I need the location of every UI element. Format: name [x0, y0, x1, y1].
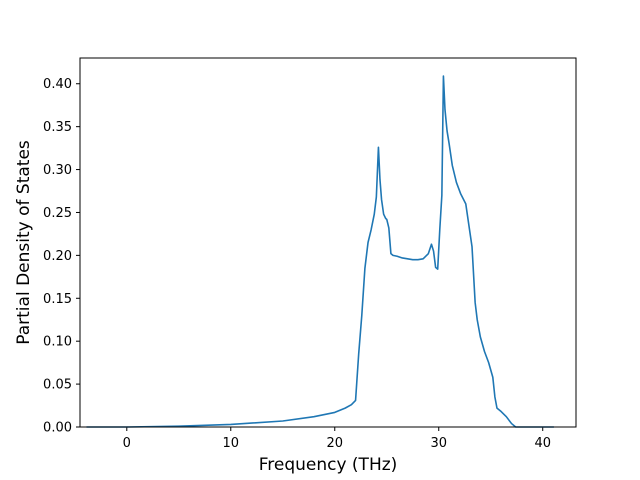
y-tick-label: 0.00 — [43, 421, 72, 436]
x-axis-label: Frequency (THz) — [259, 455, 398, 475]
y-tick-label: 0.20 — [43, 249, 72, 264]
y-tick-label: 0.05 — [43, 378, 72, 393]
y-tick-label: 0.25 — [43, 206, 72, 221]
x-tick-label: 40 — [534, 436, 551, 451]
axis-ticks: 0 10 20 30 40 0.00 0.05 0.10 0.15 0.20 0.25 0.30 0.3… — [43, 77, 551, 451]
plot-frame — [79, 57, 577, 428]
y-tick-label: 0.15 — [43, 292, 72, 307]
x-tick-label: 20 — [326, 436, 343, 451]
x-tick-label: 30 — [430, 436, 447, 451]
x-tick-label: 10 — [223, 436, 240, 451]
y-tick-label: 0.35 — [43, 120, 72, 135]
y-tick-label: 0.30 — [43, 163, 72, 178]
x-tick-label: 0 — [123, 436, 131, 451]
y-tick-label: 0.10 — [43, 335, 72, 350]
series-line — [86, 75, 554, 428]
y-axis-label: Partial Density of States — [14, 140, 34, 345]
series-layer — [86, 75, 554, 428]
y-tick-label: 0.40 — [43, 77, 72, 92]
